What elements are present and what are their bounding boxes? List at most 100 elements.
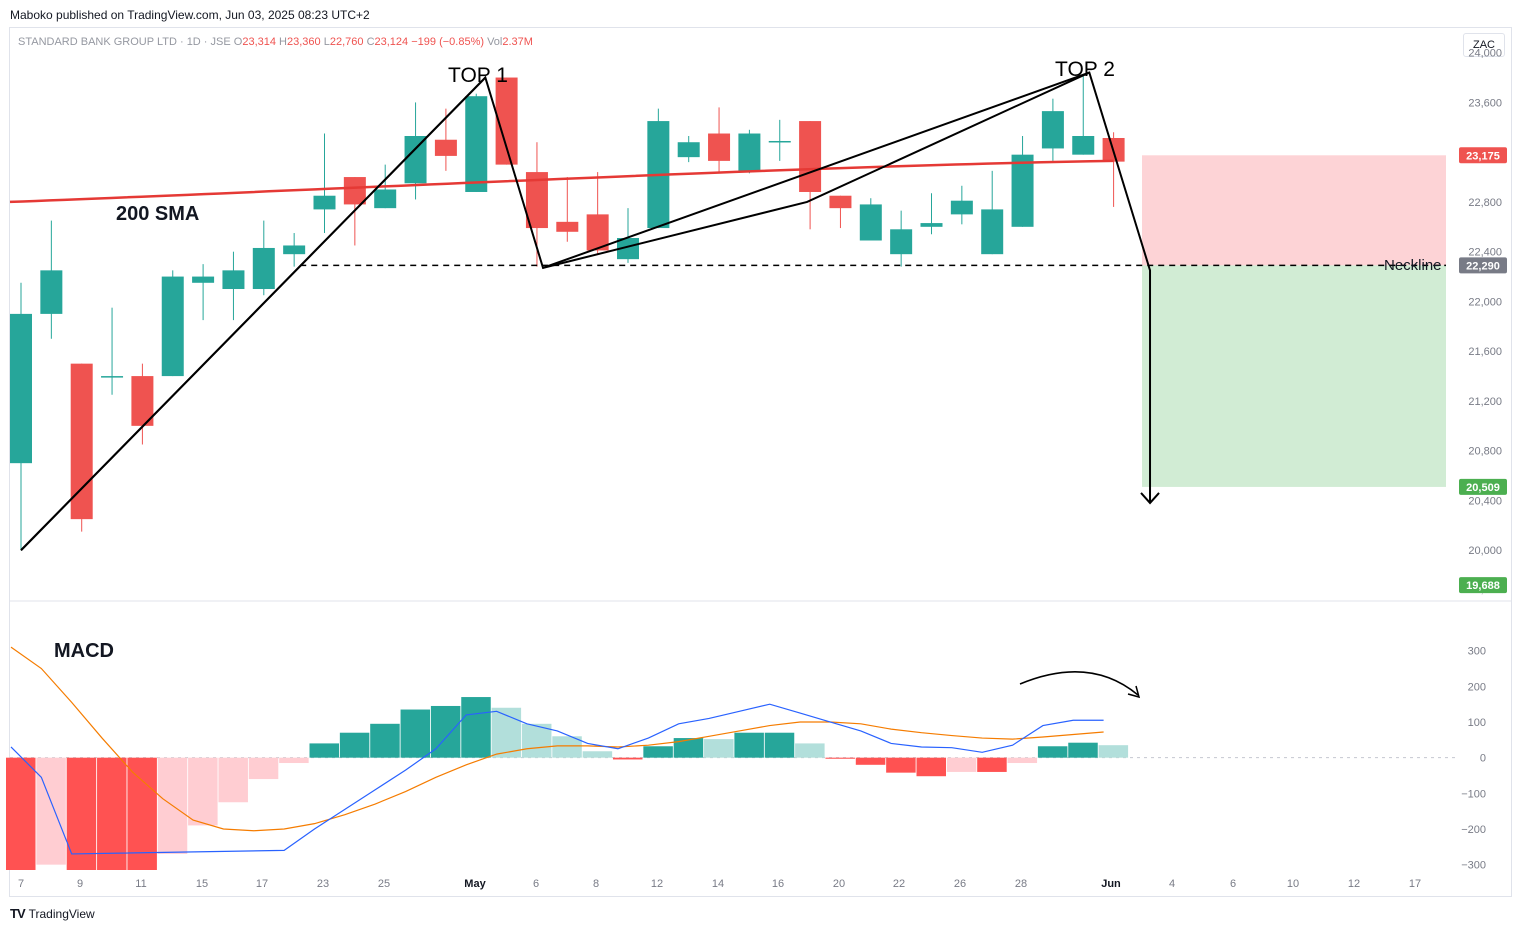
macd-histogram-bar [1037, 746, 1068, 758]
candle-body [1011, 154, 1034, 227]
footer-brand-text: TradingView [28, 906, 95, 921]
macd-tick-label: −100 [1461, 788, 1486, 800]
macd-histogram-bar [916, 757, 946, 777]
candle-body [738, 133, 761, 171]
stop-loss-zone [1142, 155, 1446, 266]
macd-tick-label: 0 [1480, 753, 1486, 765]
price-badge: 19,688 [1459, 577, 1507, 594]
candle-body [40, 270, 63, 314]
macd-histogram-bar [127, 757, 157, 870]
price-tick-label: 24,000 [1468, 48, 1502, 60]
sma-line [9, 159, 1114, 204]
time-tick-label: 10 [1287, 878, 1299, 890]
macd-histogram-bar [855, 757, 886, 765]
candle [950, 185, 973, 225]
high-label: H [279, 36, 287, 48]
symbol-ohlc-legend: STANDARD BANK GROUP LTD · 1D · JSE O23,3… [18, 36, 533, 48]
candle [859, 198, 882, 241]
macd-line [10, 703, 1104, 855]
tradingview-logo-icon: TV [10, 906, 26, 921]
macd-tick-label: 100 [1468, 717, 1486, 729]
macd-histogram-bar [552, 736, 582, 758]
time-tick-label: 17 [1409, 878, 1421, 890]
candle-body [161, 276, 184, 377]
macd-histogram-bar [491, 707, 522, 758]
macd-histogram-bar [977, 757, 1007, 772]
time-tick-label: 6 [533, 878, 539, 890]
symbol-name: STANDARD BANK GROUP LTD · 1D · JSE [18, 36, 231, 48]
candle-body [252, 247, 275, 290]
volume-value: 2.37M [502, 36, 533, 48]
macd-histogram-bar [613, 757, 643, 760]
candle-body [981, 209, 1004, 255]
candle-body [131, 376, 154, 426]
candle-body [677, 142, 700, 158]
macd-histogram-bar [1098, 745, 1129, 758]
time-tick-label: 6 [1230, 878, 1236, 890]
price-badge-bg [1459, 147, 1507, 164]
pattern-left-leg [20, 76, 487, 551]
candle-body [950, 200, 973, 215]
time-tick-label: 8 [593, 878, 599, 890]
macd-histogram-bar [430, 705, 461, 758]
top1-label: TOP 1 [448, 64, 508, 87]
price-badge-label: 20,509 [1466, 482, 1500, 494]
candle-body [404, 136, 427, 184]
published-line: Maboko published on TradingView.com, Jun… [10, 8, 370, 22]
time-tick-label: 12 [1348, 878, 1360, 890]
macd-histogram-bar [461, 697, 491, 758]
macd-histogram-bar [673, 738, 704, 758]
candle [222, 251, 245, 321]
candle [677, 136, 700, 163]
candle-body [465, 96, 488, 192]
candle-body [313, 195, 336, 210]
time-tick-label: Jun [1101, 878, 1121, 890]
macd-histogram-bar [643, 746, 673, 758]
sma-200-line: 200 SMA [9, 159, 1114, 225]
pattern-zigzag [20, 71, 1152, 551]
candle-body [859, 204, 882, 241]
candle [252, 220, 275, 296]
candle-body [1041, 111, 1064, 149]
candle [131, 363, 154, 445]
candle [40, 220, 63, 339]
candle-body [101, 376, 124, 378]
macd-title: MACD [54, 640, 114, 662]
candle-body [617, 238, 639, 260]
candle-body [586, 214, 609, 251]
candle-body [434, 139, 457, 156]
price-axis: 20,000 20,400 20,800 21,200 21,600 22,000 22,4… [1459, 48, 1507, 596]
neckline-label: Neckline [1384, 257, 1442, 274]
currency-button[interactable]: ZAC [1463, 33, 1505, 57]
volume-label: Vol [487, 36, 503, 48]
time-tick-label: 17 [256, 878, 268, 890]
time-tick-label: 26 [954, 878, 966, 890]
time-tick-label: 12 [651, 878, 663, 890]
time-tick-label: 4 [1169, 878, 1175, 890]
price-tick-label: 21,200 [1468, 396, 1502, 408]
macd-tick-label: 200 [1468, 681, 1486, 693]
candle [1102, 132, 1125, 207]
macd-histogram-bar [66, 757, 97, 870]
macd-histogram-bar [1068, 742, 1098, 758]
candle-body [708, 133, 731, 161]
price-tick-label: 23,600 [1468, 97, 1502, 109]
macd-histogram-bar [795, 743, 825, 758]
macd-histogram-bar [400, 709, 431, 758]
price-badge: 20,509 [1459, 478, 1507, 495]
candle-body [10, 313, 32, 464]
candle [101, 307, 124, 395]
macd-histogram-bar [825, 757, 855, 759]
price-badge-bg [1459, 577, 1507, 594]
candle-body [283, 245, 306, 255]
close-label: C [366, 36, 375, 48]
signal-line [10, 646, 1104, 832]
change-value: −199 (−0.85%) [411, 36, 485, 48]
candle-body [768, 140, 791, 143]
top2-label: TOP 2 [1055, 58, 1115, 81]
price-tick-label: 21,600 [1468, 346, 1502, 358]
close-value: 23,124 [374, 36, 409, 48]
high-value: 23,360 [287, 36, 321, 48]
price-badge-bg [1459, 257, 1507, 274]
